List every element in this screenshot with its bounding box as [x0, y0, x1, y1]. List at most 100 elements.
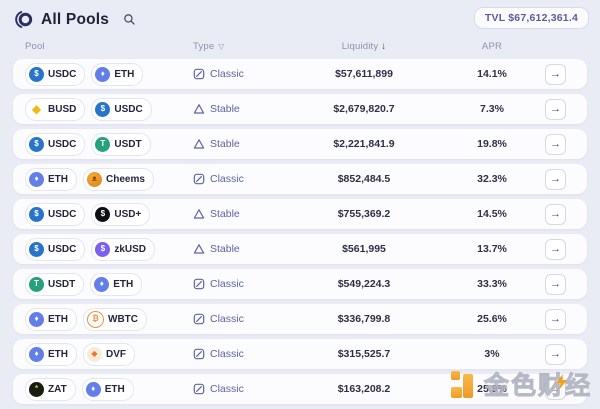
top-bar: All Pools TVL $67,612,361.4: [0, 0, 600, 34]
stable-type-icon: [193, 104, 205, 114]
pool-apr: 14.5%: [477, 208, 507, 220]
open-pool-button[interactable]: →: [545, 308, 566, 330]
pool-type: Classic: [193, 173, 289, 185]
pool-type: Stable: [193, 243, 289, 255]
pool-row[interactable]: $ USDC ♦ ETH Classic $57,611,899 14.1% →: [13, 59, 587, 89]
token-icon: ◆: [87, 346, 102, 362]
table-header: Pool Type ▽ Liquidity ↓ APR: [13, 38, 587, 54]
token-icon: $: [29, 136, 44, 152]
open-pool-button[interactable]: →: [545, 63, 566, 85]
token-icon: ♦: [95, 66, 111, 82]
classic-type-icon: [193, 313, 205, 325]
token-symbol: USD+: [114, 208, 142, 220]
token-icon: ᴥ: [87, 171, 102, 187]
token-icon: $: [29, 66, 44, 82]
app-logo-icon: [13, 9, 34, 30]
pool-pair: $ USDC T USDT: [25, 132, 193, 156]
pool-pair: ♦ ETH ◆ DVF: [25, 342, 193, 366]
pool-type: Stable: [193, 103, 289, 115]
token-symbol: WBTC: [108, 313, 138, 325]
pool-liquidity: $549,224.3: [337, 278, 391, 290]
pool-type-label: Classic: [210, 313, 244, 325]
pool-row[interactable]: * ZAT ♦ ETH Classic $163,208.2 25.9% →: [13, 374, 587, 404]
pool-row[interactable]: ♦ ETH ◆ DVF Classic $315,525.7 3% →: [13, 339, 587, 369]
pool-type-label: Stable: [210, 138, 240, 150]
filter-icon[interactable]: ▽: [218, 41, 225, 51]
pool-row[interactable]: $ USDC $ zkUSD Stable $561,995 13.7% →: [13, 234, 587, 264]
pool-apr: 25.9%: [477, 383, 507, 395]
token-pill: $ USDC: [25, 202, 86, 226]
token-pill: ◆ DVF: [83, 342, 135, 366]
pool-type-label: Stable: [210, 103, 240, 115]
pool-row[interactable]: T USDT ♦ ETH Classic $549,224.3 33.3% →: [13, 269, 587, 299]
token-pill: $ USDC: [91, 97, 152, 121]
token-pill: ♦ ETH: [81, 377, 134, 401]
pool-pair: ♦ ETH ₿ WBTC: [25, 307, 193, 331]
open-pool-button[interactable]: →: [545, 343, 566, 365]
token-symbol: USDC: [48, 208, 77, 220]
token-pill: ₿ WBTC: [83, 307, 147, 331]
pool-liquidity: $561,995: [342, 243, 386, 255]
token-icon: $: [29, 206, 44, 222]
pool-liquidity: $315,525.7: [337, 348, 391, 360]
token-symbol: USDT: [48, 278, 76, 290]
tvl-badge: TVL $67,612,361.4: [473, 7, 589, 29]
pool-type: Stable: [193, 138, 289, 150]
open-pool-button[interactable]: →: [545, 203, 566, 225]
token-pill: ♦ ETH: [25, 167, 77, 191]
pool-type-label: Classic: [210, 173, 244, 185]
pool-apr: 19.8%: [477, 138, 507, 150]
pool-row[interactable]: ♦ ETH ₿ WBTC Classic $336,799.8 25.6% →: [13, 304, 587, 334]
token-icon: T: [29, 276, 44, 292]
token-pill: ♦ ETH: [90, 272, 143, 296]
token-symbol: USDC: [48, 138, 77, 150]
open-pool-button[interactable]: →: [545, 238, 566, 260]
search-icon[interactable]: [123, 13, 136, 26]
token-pill: T USDT: [25, 272, 85, 296]
pool-pair: * ZAT ♦ ETH: [25, 377, 193, 401]
pool-liquidity: $336,799.8: [337, 313, 391, 325]
open-pool-button[interactable]: →: [545, 378, 566, 400]
pool-row[interactable]: $ USDC $ USD+ Stable $755,369.2 14.5% →: [13, 199, 587, 229]
token-symbol: ETH: [104, 383, 125, 395]
token-icon: *: [29, 381, 44, 397]
open-pool-button[interactable]: →: [545, 98, 566, 120]
token-symbol: ETH: [114, 68, 135, 80]
column-liquidity[interactable]: Liquidity ↓: [341, 40, 387, 52]
open-pool-button[interactable]: →: [545, 168, 566, 190]
token-symbol: ETH: [113, 278, 134, 290]
token-pill: $ zkUSD: [91, 237, 156, 261]
token-icon: ♦: [29, 346, 44, 362]
open-pool-button[interactable]: →: [545, 133, 566, 155]
token-icon: $: [95, 206, 111, 222]
token-icon: ♦: [29, 311, 44, 327]
pool-liquidity: $755,369.2: [337, 208, 391, 220]
token-pill: ᴥ Cheems: [83, 167, 154, 191]
pool-type: Classic: [193, 313, 289, 325]
token-symbol: Cheems: [106, 173, 145, 185]
open-pool-button[interactable]: →: [545, 273, 566, 295]
pool-type: Stable: [193, 208, 289, 220]
pool-apr: 13.7%: [477, 243, 507, 255]
pool-pair: T USDT ♦ ETH: [25, 272, 193, 296]
pool-row[interactable]: $ USDC T USDT Stable $2,221,841.9 19.8% …: [13, 129, 587, 159]
pool-apr: 3%: [484, 348, 500, 360]
token-symbol: USDT: [114, 138, 142, 150]
token-icon: $: [29, 241, 44, 257]
classic-type-icon: [193, 68, 205, 80]
pool-type-label: Classic: [210, 278, 244, 290]
pool-type: Classic: [193, 278, 289, 290]
classic-type-icon: [193, 383, 205, 395]
pool-pair: $ USDC $ USD+: [25, 202, 193, 226]
column-type[interactable]: Type ▽: [193, 40, 225, 52]
sort-desc-icon[interactable]: ↓: [381, 40, 387, 52]
pool-pair: ♦ ETH ᴥ Cheems: [25, 167, 193, 191]
pool-liquidity: $163,208.2: [337, 383, 391, 395]
pool-apr: 25.6%: [477, 313, 507, 325]
token-icon: ◆: [31, 102, 42, 116]
pool-liquidity: $2,221,841.9: [333, 138, 395, 150]
token-pill: $ USDC: [25, 237, 86, 261]
pool-row[interactable]: ◆ BUSD $ USDC Stable $2,679,820.7 7.3% →: [13, 94, 587, 124]
pool-row[interactable]: ♦ ETH ᴥ Cheems Classic $852,484.5 32.3% …: [13, 164, 587, 194]
classic-type-icon: [193, 173, 205, 185]
